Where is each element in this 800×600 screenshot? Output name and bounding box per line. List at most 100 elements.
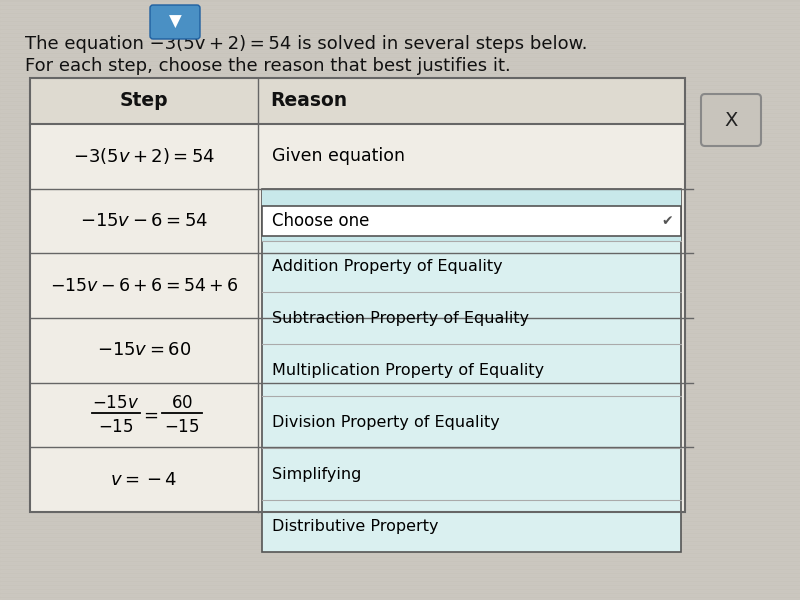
Bar: [0, 350, 800, 352]
Bar: [0, 342, 800, 344]
Bar: [0, 162, 800, 164]
Text: The equation −3(5v + 2) = 54 is solved in several steps below.: The equation −3(5v + 2) = 54 is solved i…: [25, 35, 587, 53]
Bar: [0, 278, 800, 280]
Bar: [0, 374, 800, 376]
Bar: [0, 302, 800, 304]
Bar: [30, 78, 685, 124]
Bar: [30, 78, 685, 512]
Bar: [0, 182, 800, 184]
Bar: [262, 206, 681, 236]
Bar: [0, 102, 800, 104]
Bar: [0, 522, 800, 524]
Bar: [0, 178, 800, 180]
Bar: [0, 106, 800, 108]
Bar: [0, 90, 800, 92]
Bar: [0, 126, 800, 128]
Bar: [0, 146, 800, 148]
Bar: [0, 14, 800, 16]
Bar: [0, 58, 800, 60]
Bar: [0, 218, 800, 220]
Text: X: X: [724, 110, 738, 130]
Bar: [0, 94, 800, 96]
Bar: [0, 274, 800, 276]
Bar: [0, 598, 800, 600]
Bar: [0, 474, 800, 476]
Bar: [0, 478, 800, 480]
Bar: [0, 50, 800, 52]
Bar: [0, 574, 800, 576]
Bar: [0, 166, 800, 168]
Bar: [0, 26, 800, 28]
Bar: [0, 410, 800, 412]
Bar: [0, 234, 800, 236]
Bar: [0, 54, 800, 56]
Text: $60$: $60$: [171, 394, 193, 412]
Text: ✔: ✔: [661, 214, 673, 228]
Bar: [0, 270, 800, 272]
Bar: [262, 188, 681, 241]
Bar: [0, 86, 800, 88]
Bar: [0, 150, 800, 152]
Bar: [0, 42, 800, 44]
Bar: [0, 226, 800, 228]
Bar: [0, 110, 800, 112]
Bar: [0, 130, 800, 132]
Bar: [0, 586, 800, 588]
Bar: [0, 170, 800, 172]
Bar: [0, 298, 800, 300]
Bar: [30, 78, 685, 512]
Bar: [0, 222, 800, 224]
Bar: [0, 338, 800, 340]
Bar: [0, 542, 800, 544]
Bar: [0, 530, 800, 532]
Bar: [0, 290, 800, 292]
FancyBboxPatch shape: [150, 5, 200, 39]
Bar: [0, 74, 800, 76]
Bar: [0, 498, 800, 500]
Text: Distributive Property: Distributive Property: [272, 518, 438, 533]
Text: Given equation: Given equation: [272, 148, 405, 166]
Bar: [0, 554, 800, 556]
Bar: [0, 490, 800, 492]
Bar: [0, 214, 800, 216]
Bar: [0, 210, 800, 212]
Bar: [0, 70, 800, 72]
Bar: [0, 534, 800, 536]
Bar: [0, 558, 800, 560]
Bar: [0, 258, 800, 260]
Bar: [0, 426, 800, 428]
Text: Subtraction Property of Equality: Subtraction Property of Equality: [272, 311, 529, 326]
Bar: [0, 158, 800, 160]
Bar: [0, 250, 800, 252]
Text: ▼: ▼: [169, 13, 182, 31]
Text: Simplifying: Simplifying: [272, 467, 362, 482]
Bar: [0, 570, 800, 572]
Bar: [0, 386, 800, 388]
Bar: [0, 326, 800, 328]
Bar: [0, 46, 800, 48]
Bar: [0, 6, 800, 8]
Bar: [0, 238, 800, 240]
Text: Addition Property of Equality: Addition Property of Equality: [272, 259, 502, 274]
Text: Reason: Reason: [270, 91, 347, 110]
Bar: [0, 118, 800, 120]
Bar: [0, 566, 800, 568]
Bar: [0, 438, 800, 440]
Bar: [0, 486, 800, 488]
Bar: [0, 190, 800, 192]
Bar: [0, 142, 800, 144]
Bar: [0, 430, 800, 432]
Bar: [0, 310, 800, 312]
Bar: [0, 330, 800, 332]
Bar: [0, 246, 800, 248]
Bar: [0, 470, 800, 472]
Bar: [0, 242, 800, 244]
Bar: [0, 402, 800, 404]
Bar: [0, 262, 800, 264]
Bar: [0, 594, 800, 596]
Bar: [0, 286, 800, 288]
Bar: [0, 358, 800, 360]
Bar: [0, 454, 800, 456]
Bar: [0, 202, 800, 204]
Bar: [0, 502, 800, 504]
